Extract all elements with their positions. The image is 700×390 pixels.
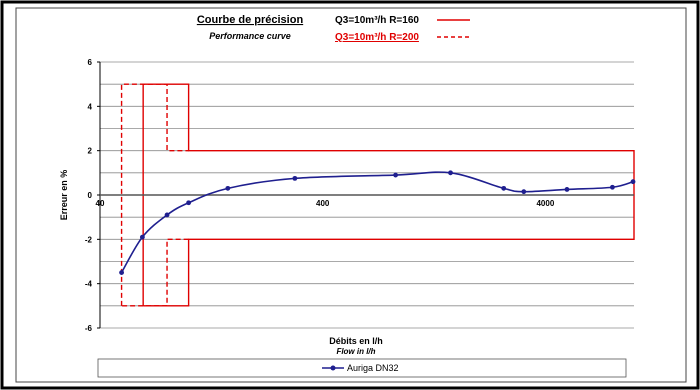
x-tick-labels: 40 400 4000 <box>96 199 555 208</box>
data-series <box>119 170 636 275</box>
data-point <box>610 184 615 190</box>
tolerance-envelope-dashed <box>121 238 189 307</box>
reference-legend-label-2: Q3=10m³/h R=200 <box>335 32 419 43</box>
x-axis-label: Débits en l/h <box>329 336 383 346</box>
data-point <box>292 175 298 181</box>
data-point <box>448 170 453 176</box>
data-point <box>521 189 527 195</box>
x-axis-sublabel: Flow in l/h <box>336 347 375 356</box>
x-tick-label: 400 <box>316 199 330 208</box>
data-point <box>225 185 231 191</box>
data-point <box>119 270 124 275</box>
series-legend: Auriga DN32 <box>97 358 627 378</box>
y-tick-label: 0 <box>88 191 93 200</box>
tolerance-envelopes <box>120 83 635 307</box>
y-tick-label: 4 <box>88 102 93 111</box>
y-tick-label: -4 <box>85 280 93 289</box>
series-legend-label: Auriga DN32 <box>347 363 399 373</box>
data-point <box>564 187 570 192</box>
x-tick-label: 40 <box>96 199 105 208</box>
data-point <box>186 200 192 206</box>
y-tick-label: -2 <box>85 235 93 244</box>
y-tick-label: 2 <box>88 147 93 156</box>
series-legend-box <box>97 358 627 378</box>
y-tick-label: 6 <box>88 58 93 67</box>
data-point <box>393 172 398 178</box>
reference-legend-label-1: Q3=10m³/h R=160 <box>335 15 419 26</box>
y-tick-labels: 6 4 2 0 -2 -4 -6 <box>85 58 100 333</box>
data-point <box>630 179 636 185</box>
series-legend-marker <box>330 365 336 371</box>
y-tick-label: -6 <box>85 324 93 333</box>
y-axis-label: Erreur en % <box>59 170 69 221</box>
data-point <box>139 234 145 240</box>
tolerance-envelope-dashed <box>120 83 189 306</box>
chart-subtitle: Performance curve <box>209 31 291 41</box>
data-point <box>501 185 507 191</box>
reference-legend: Q3=10m³/h R=160 Q3=10m³/h R=200 <box>335 15 470 43</box>
data-point <box>164 212 170 218</box>
x-tick-label: 4000 <box>536 199 554 208</box>
chart-title: Courbe de précision <box>197 14 304 26</box>
